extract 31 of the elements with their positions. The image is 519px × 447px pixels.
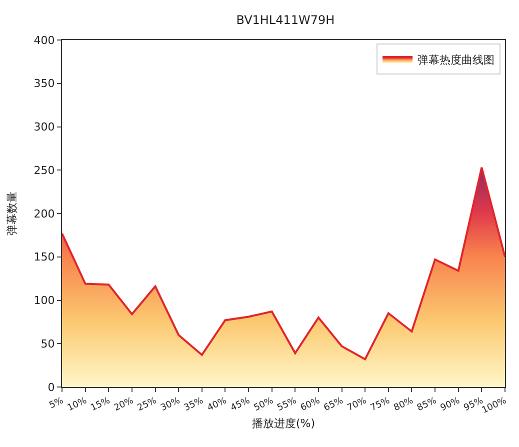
x-tick-label: 30% xyxy=(159,396,182,414)
x-tick-label: 60% xyxy=(299,396,322,414)
y-tick-label: 350 xyxy=(34,77,55,90)
y-tick-label: 400 xyxy=(34,34,55,47)
x-tick-label: 5% xyxy=(48,396,66,412)
y-tick-label: 250 xyxy=(34,164,55,177)
x-tick-label: 55% xyxy=(276,396,299,414)
x-tick-label: 80% xyxy=(392,396,416,414)
x-tick-label: 65% xyxy=(322,396,346,414)
y-tick-label: 100 xyxy=(34,294,55,308)
x-tick-label: 25% xyxy=(136,396,159,414)
y-tick-label: 0 xyxy=(48,380,55,394)
x-tick-label: 45% xyxy=(229,396,252,414)
x-axis-title: 播放进度(%) xyxy=(252,417,316,430)
y-tick-label: 200 xyxy=(34,207,55,220)
x-tick-label: 15% xyxy=(89,396,112,414)
y-tick-label: 50 xyxy=(40,337,55,350)
x-tick-label: 50% xyxy=(252,396,276,414)
legend-label: 弹幕热度曲线图 xyxy=(418,53,495,66)
x-tick-label: 40% xyxy=(206,396,229,414)
x-tick-label: 70% xyxy=(346,396,369,414)
x-tick-label: 20% xyxy=(112,396,136,414)
y-tick-label: 150 xyxy=(34,250,55,264)
x-tick-label: 35% xyxy=(182,396,206,414)
chart-title: BV1HL411W79H xyxy=(236,13,335,28)
x-tick-label: 85% xyxy=(416,396,439,414)
y-axis-title: 弹幕数量 xyxy=(5,192,18,236)
y-tick-label: 300 xyxy=(34,120,55,134)
x-tick-label: 75% xyxy=(369,396,392,414)
x-tick-label: 90% xyxy=(439,396,462,414)
x-tick-label: 10% xyxy=(66,396,89,414)
